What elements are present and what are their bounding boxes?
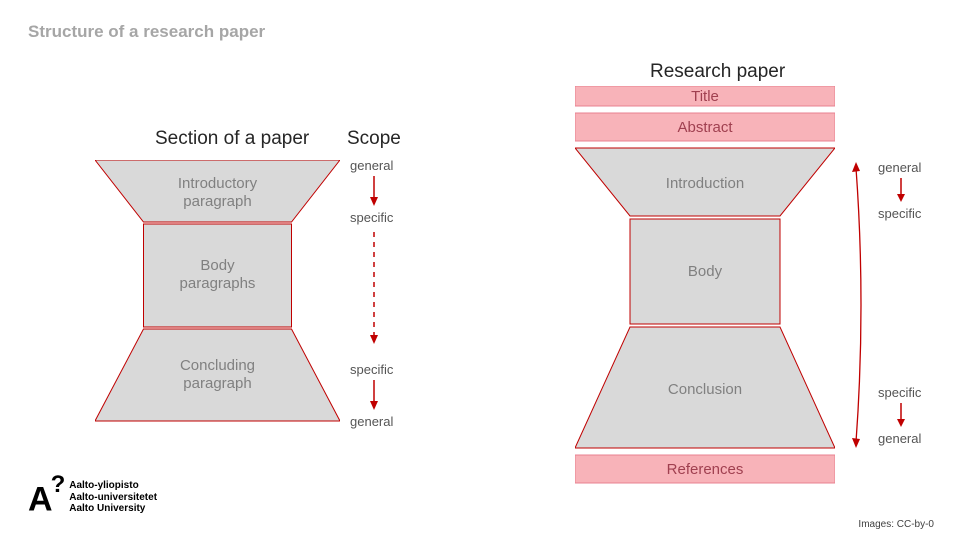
aalto-line3: Aalto University (69, 503, 157, 515)
aalto-line1: Aalto-yliopisto (69, 480, 157, 492)
right-abstract-box: Abstract (677, 119, 733, 136)
left-top-label-1: Introductory (178, 175, 258, 192)
right-scope-general-bot: general (878, 431, 921, 446)
left-top-label-2: paragraph (183, 193, 251, 210)
left-arrow-dashed (368, 232, 380, 344)
right-arrow-top (895, 178, 907, 202)
left-hourglass: Introductory paragraph Body paragraphs C… (95, 160, 340, 455)
right-arrow-bot (895, 403, 907, 427)
aalto-line2: Aalto-universitetet (69, 492, 157, 504)
right-title-box: Title (691, 88, 719, 105)
right-heading: Research paper (650, 61, 785, 83)
left-mid-label-1: Body (200, 257, 235, 274)
left-scope-general-top: general (350, 158, 393, 173)
right-scope-general-top: general (878, 160, 921, 175)
right-refs-box: References (667, 461, 744, 478)
right-diagram: Title Abstract Introduction Body Conclus… (575, 86, 835, 486)
right-intro-label: Introduction (666, 175, 744, 192)
aalto-logo: A? Aalto-yliopisto Aalto-universitetet A… (28, 479, 157, 516)
left-mid-label-2: paragraphs (180, 275, 256, 292)
aalto-text: Aalto-yliopisto Aalto-universitetet Aalt… (69, 480, 157, 515)
left-scope-specific-top: specific (350, 210, 393, 225)
scope-heading: Scope (347, 128, 401, 150)
right-body-label: Body (688, 263, 723, 280)
left-scope-general-bot: general (350, 414, 393, 429)
right-scope-specific-bot: specific (878, 385, 921, 400)
right-scope-specific-top: specific (878, 206, 921, 221)
left-bot-label-2: paragraph (183, 375, 251, 392)
attribution: Images: CC-by-0 (858, 519, 934, 530)
left-arrow-top (368, 176, 380, 206)
slide-title: Structure of a research paper (28, 22, 265, 42)
left-scope-specific-bot: specific (350, 362, 393, 377)
right-concl-label: Conclusion (668, 381, 742, 398)
left-arrow-bot (368, 380, 380, 410)
left-heading: Section of a paper (155, 128, 309, 150)
aalto-mark: A? (28, 479, 63, 516)
left-bot-label-1: Concluding (180, 357, 255, 374)
right-curved-arrow (846, 160, 870, 450)
